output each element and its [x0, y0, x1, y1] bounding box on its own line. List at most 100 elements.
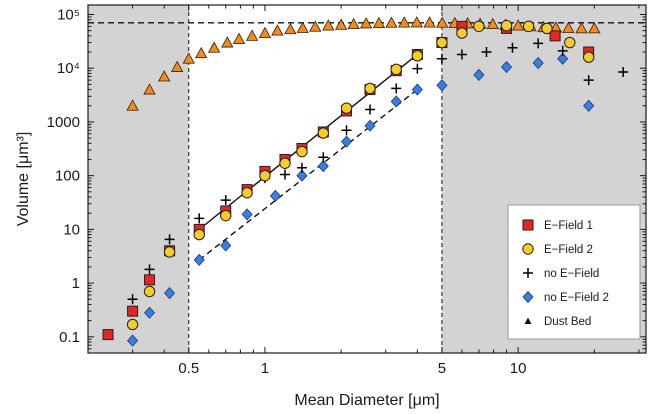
legend-item: E−Field 1: [522, 219, 593, 232]
data-point: [372, 16, 386, 29]
data-point: [575, 22, 588, 34]
data-point: [436, 53, 447, 64]
data-point: [102, 329, 114, 341]
plot-frame: [87, 4, 647, 354]
data-point: [143, 83, 156, 95]
data-point: [269, 189, 281, 202]
series-circle: [126, 19, 595, 331]
legend-label: E−Field 2: [544, 244, 593, 256]
data-point: [279, 157, 291, 169]
data-point: [359, 17, 373, 29]
data-point: [193, 253, 205, 267]
data-point: [232, 32, 246, 44]
data-point: [127, 334, 139, 347]
y-axis-title: Volume [μm³]: [15, 132, 32, 227]
y-tick-label: 10⁵: [57, 6, 80, 23]
data-point: [317, 127, 329, 139]
data-point: [127, 294, 138, 305]
data-point: [126, 318, 139, 331]
data-point: [271, 24, 284, 36]
legend-label: E−Field 1: [544, 220, 593, 232]
legend-marker: [522, 290, 534, 304]
data-point: [317, 160, 329, 173]
data-point: [241, 208, 253, 221]
data-point: [284, 22, 297, 35]
data-point: [195, 46, 208, 59]
data-point: [532, 56, 544, 70]
data-point: [364, 119, 376, 132]
legend-marker: [522, 219, 534, 231]
data-point: [158, 70, 171, 82]
data-point: [220, 209, 232, 222]
data-point: [391, 83, 402, 94]
data-point: [533, 38, 544, 49]
data-point: [182, 52, 195, 64]
data-points: [102, 16, 629, 347]
data-point: [144, 274, 156, 286]
fit-line: [198, 53, 418, 230]
fit-lines: [88, 22, 646, 261]
data-point: [220, 239, 232, 252]
data-point: [411, 83, 423, 96]
data-point: [398, 16, 411, 28]
legend-items: E−Field 1 E−Field 2 no E−Field no E−Field 2…: [522, 219, 609, 328]
x-axis-title: Mean Diameter [μm]: [294, 392, 439, 409]
data-point: [318, 152, 329, 163]
data-point: [436, 36, 448, 49]
data-point: [385, 16, 398, 28]
data-point: [241, 187, 253, 199]
y-tick-label: 1: [72, 275, 80, 292]
legend-item: no E−Field: [523, 268, 599, 280]
data-point: [340, 135, 353, 148]
data-point: [309, 20, 322, 32]
data-point: [435, 16, 449, 28]
data-point: [341, 125, 352, 136]
data-point: [390, 95, 402, 108]
y-tick-label: 100: [55, 168, 80, 185]
data-point: [322, 19, 335, 31]
data-point: [347, 17, 360, 30]
series-diamond: [127, 52, 595, 347]
legend-item: no E−Field 2: [522, 290, 609, 304]
legend-marker: [522, 243, 534, 255]
data-point: [583, 99, 595, 112]
data-point: [473, 20, 485, 33]
legend: E−Field 1 E−Field 2 no E−Field no E−Field 2…: [507, 204, 641, 340]
tick-labels: 0.5 1 5 10 0.1 1 10 100 1000 10⁴ 10⁵: [47, 6, 527, 377]
legend-label: no E−Field: [544, 268, 599, 280]
data-point: [522, 20, 535, 33]
data-point: [436, 79, 448, 92]
data-point: [170, 60, 184, 72]
data-point: [582, 51, 595, 63]
legend-marker: [524, 317, 532, 324]
data-point: [340, 102, 353, 114]
data-point: [390, 63, 402, 76]
data-point: [259, 169, 271, 182]
data-point: [486, 17, 499, 30]
data-point: [258, 26, 272, 38]
data-point: [194, 213, 205, 224]
data-point: [511, 19, 525, 31]
x-tick-label: 1: [261, 360, 269, 377]
data-point: [473, 68, 485, 81]
axis-ticks: [87, 5, 646, 354]
data-point: [411, 50, 424, 62]
data-point: [588, 22, 601, 34]
data-point: [296, 145, 308, 158]
shaded-region: [88, 5, 189, 353]
fit-line: [198, 89, 418, 261]
y-tick-label: 10: [63, 221, 80, 238]
data-point: [412, 63, 423, 74]
data-point: [557, 45, 568, 56]
data-point: [423, 16, 436, 28]
data-point: [245, 29, 259, 41]
data-point: [557, 52, 569, 65]
data-point: [296, 169, 308, 182]
data-point: [410, 16, 423, 28]
x-tick-label: 0.5: [178, 360, 199, 377]
data-point: [564, 36, 576, 49]
data-point: [549, 30, 561, 42]
y-tick-label: 0.1: [59, 329, 80, 346]
data-point: [143, 306, 156, 319]
